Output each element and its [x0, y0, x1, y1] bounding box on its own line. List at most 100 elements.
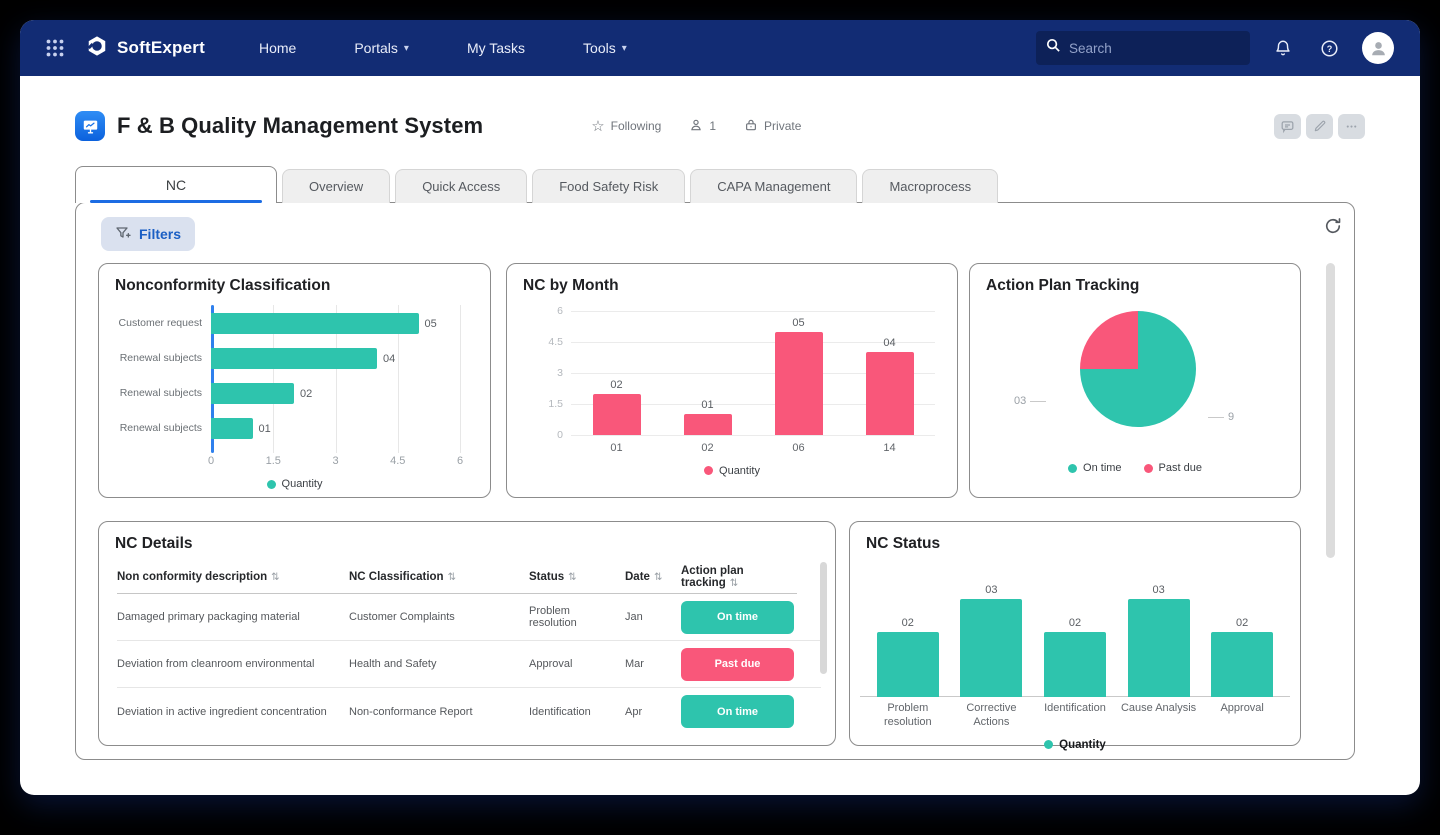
brand-logo[interactable]: SoftExpert — [86, 35, 205, 62]
brand-name: SoftExpert — [117, 38, 205, 57]
hbar-row: 01 — [211, 418, 460, 439]
vbar-plot-area: 02 03 02 03 02 — [860, 583, 1290, 697]
table-row[interactable]: Damaged primary packaging material Custom… — [117, 594, 821, 641]
vbar-value-label: 02 — [1236, 616, 1249, 629]
gridline — [273, 305, 275, 453]
search-input[interactable] — [1069, 40, 1219, 56]
chart-legend: Quantity — [507, 465, 957, 477]
vbar-category-label: 06 — [753, 442, 844, 456]
vbar-column: 03 — [1117, 583, 1201, 697]
tab-overview[interactable]: Overview — [282, 169, 391, 203]
table-scrollbar[interactable] — [820, 562, 827, 674]
card-nonconformity-classification: Nonconformity Classification Customer re… — [98, 263, 491, 498]
card-nc-details: NC Details Non conformity description ⇅ NC… — [98, 521, 836, 746]
panel-scrollbar[interactable] — [1326, 263, 1335, 558]
chart-title: NC Status — [866, 535, 941, 552]
nav-item-my-tasks[interactable]: My Tasks — [467, 40, 525, 56]
followers-value: 1 — [709, 119, 717, 133]
chevron-down-icon: ▾ — [403, 42, 409, 54]
gridline — [335, 305, 337, 453]
vbar-plot-area: 0 1.5 3 4.5 6 02 01 05 04 — [548, 305, 935, 441]
nav-item-tools[interactable]: Tools ▾ — [583, 40, 627, 56]
vbar-category-text: Identification — [1044, 702, 1106, 714]
tab-label: CAPA Management — [717, 179, 831, 194]
callout-line — [1208, 416, 1224, 418]
user-avatar[interactable] — [1362, 32, 1394, 64]
cell-classification: Non-conformance Report — [349, 705, 473, 718]
nav-item-portals[interactable]: Portals ▾ — [354, 40, 409, 56]
chart-title: Nonconformity Classification — [115, 277, 331, 294]
vbar-category-label: 02 — [662, 442, 753, 456]
gridline — [571, 342, 935, 343]
chevron-down-icon: ▾ — [621, 42, 627, 54]
comments-button[interactable] — [1274, 113, 1301, 139]
table-row[interactable]: Deviation from cleanroom environmental He… — [117, 641, 821, 688]
cell-description: Deviation from cleanroom environmental — [117, 658, 315, 670]
tab-quick-access[interactable]: Quick Access — [395, 169, 528, 203]
sort-icon: ⇅ — [568, 572, 577, 583]
legend-dot — [266, 479, 276, 489]
vbar-category-labels: 01 02 06 14 — [571, 442, 935, 456]
cell-classification: Customer Complaints — [349, 611, 455, 623]
vbar-column: 01 — [662, 311, 753, 435]
person-icon — [689, 118, 703, 135]
gridline — [571, 404, 935, 405]
tab-label: Overview — [309, 179, 364, 194]
tab-food-safety-risk[interactable]: Food Safety Risk — [532, 169, 686, 203]
table-title: NC Details — [115, 535, 193, 552]
status-badge: Past due — [681, 647, 794, 681]
legend-dot — [1044, 740, 1054, 749]
help-icon[interactable]: ? — [1316, 35, 1342, 61]
cell-status: Problem resolution — [529, 605, 577, 629]
navbar-right: ? — [1036, 31, 1394, 65]
vbar-category-text: 01 — [610, 442, 623, 454]
nav-item-home[interactable]: Home — [259, 40, 296, 56]
tab-nc[interactable]: NC — [75, 166, 277, 203]
followers-count[interactable]: 1 — [689, 118, 716, 135]
app-grid-icon[interactable] — [46, 39, 64, 57]
column-header-label: Status — [529, 571, 565, 583]
hbar-value-label: 05 — [424, 317, 437, 330]
legend-dot — [704, 466, 714, 476]
tab-macroprocess[interactable]: Macroprocess — [862, 169, 999, 203]
legend-dot — [1143, 463, 1153, 473]
following-button[interactable]: ☆ Following — [591, 119, 661, 134]
cell-tracking: On time — [681, 600, 801, 634]
column-header-non-conformity-description[interactable]: Non conformity description ⇅ — [117, 571, 349, 583]
column-header-label: NC Classification — [349, 571, 444, 583]
column-header-nc-classification[interactable]: NC Classification ⇅ — [349, 571, 529, 583]
table-row[interactable]: Deviation in active ingredient concentra… — [117, 688, 821, 735]
gridline — [571, 435, 935, 436]
pie-label-on-time: 9 — [1208, 411, 1234, 423]
column-header-action-plan-tracking[interactable]: Action plan tracking ⇅ — [681, 565, 801, 589]
table-header-row: Non conformity description ⇅ NC Classifica… — [117, 561, 821, 593]
vbar-bar — [1211, 631, 1274, 697]
following-label: Following — [610, 119, 662, 133]
column-header-status[interactable]: Status ⇅ — [529, 571, 625, 583]
vbar-category-text: 06 — [792, 442, 805, 454]
cell-date: Mar — [625, 658, 644, 670]
hbar-category-labels: Customer request Renewal subjects Renewal … — [111, 305, 211, 453]
vbar-column: 03 — [950, 583, 1034, 697]
search-icon — [1046, 38, 1061, 58]
workspace-monitor-icon — [75, 111, 105, 141]
hbar-value-label: 04 — [383, 352, 396, 365]
search-box[interactable] — [1036, 31, 1250, 65]
more-options-button[interactable] — [1338, 113, 1365, 139]
hbar-rows: 05 04 02 01 — [211, 305, 460, 439]
refresh-icon[interactable] — [1320, 213, 1346, 239]
header-meta: ☆ Following 1 Private — [591, 118, 801, 135]
legend-item-on-time: On time — [1068, 462, 1122, 474]
tab-label: NC — [165, 177, 187, 193]
filters-button[interactable]: Filters — [101, 217, 196, 251]
notifications-bell-icon[interactable] — [1270, 35, 1296, 61]
header-actions — [1274, 113, 1365, 139]
legend-dot — [1068, 463, 1078, 473]
tab-capa-management[interactable]: CAPA Management — [690, 169, 858, 203]
column-header-date[interactable]: Date ⇅ — [625, 571, 681, 583]
edit-pencil-button[interactable] — [1306, 113, 1333, 139]
vbar-value-label: 02 — [610, 378, 623, 391]
chart-title: Action Plan Tracking — [986, 277, 1140, 294]
cell-status: Approval — [529, 658, 573, 670]
hbar-bar — [211, 313, 419, 334]
